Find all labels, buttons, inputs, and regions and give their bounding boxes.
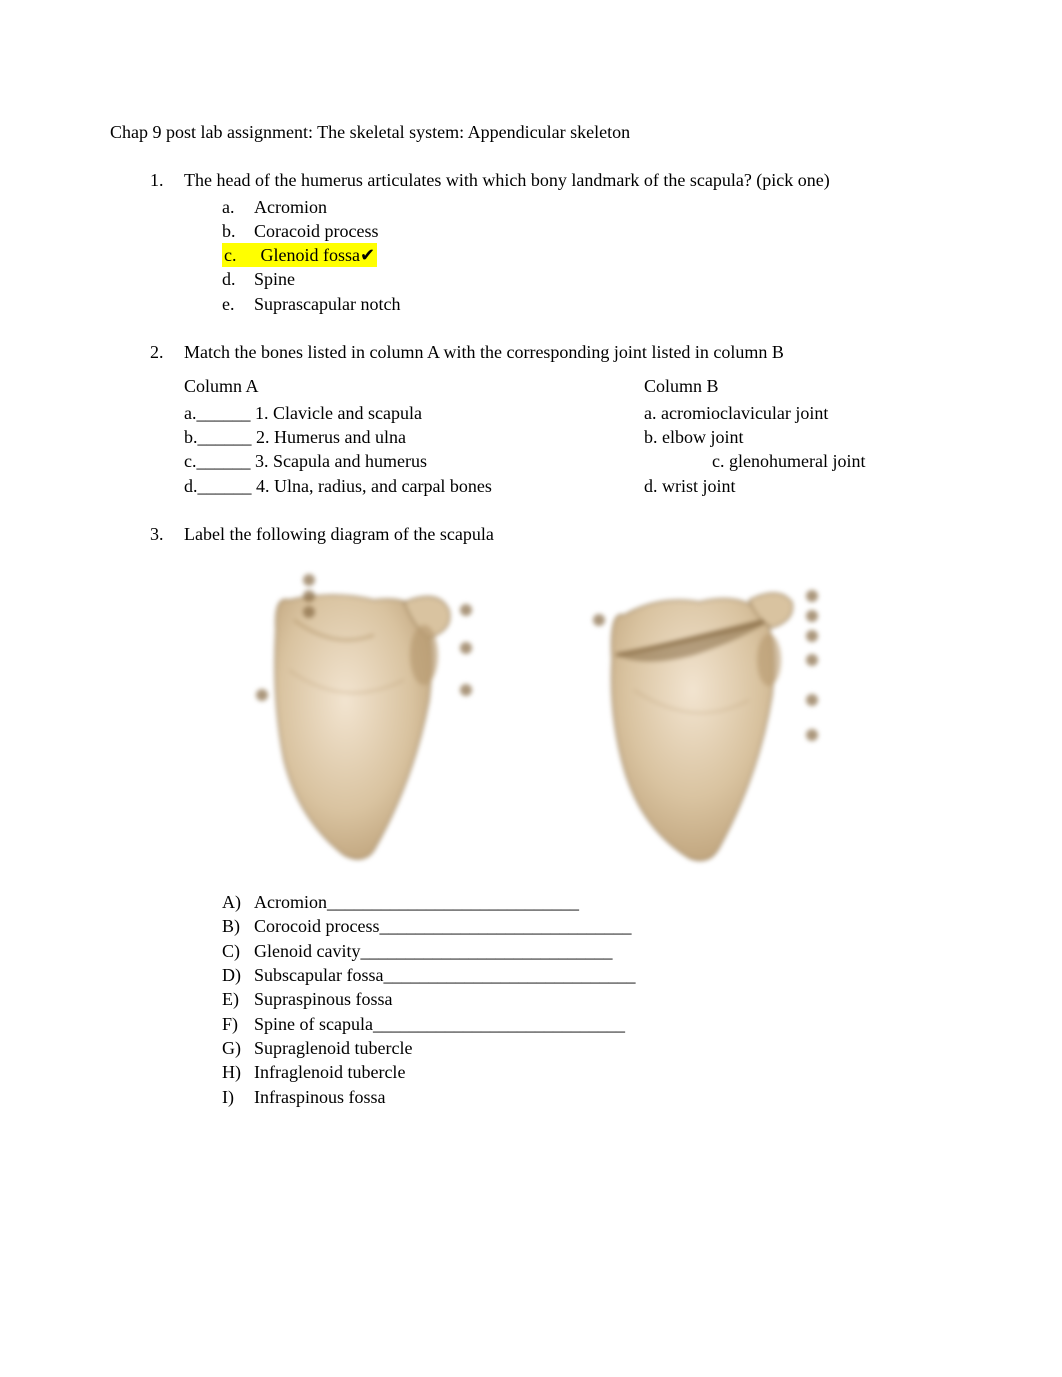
match-row-2: b.______ 2. Humerus and ulna b. elbow jo… <box>184 425 952 449</box>
option-letter: b. <box>222 219 254 243</box>
answer-i: I) Infraspinous fossa <box>222 1085 952 1109</box>
q3-number: 3. <box>150 522 184 546</box>
answer-letter: H) <box>222 1060 254 1084</box>
match-prefix: b.______ <box>184 425 256 449</box>
answer-c: C) Glenoid cavity_______________________… <box>222 939 952 963</box>
answer-letter: A) <box>222 890 254 914</box>
option-text: Acromion <box>254 195 952 219</box>
match-left-text: 1. Clavicle and scapula <box>255 401 422 425</box>
q3-text: Label the following diagram of the scapu… <box>184 522 952 546</box>
answer-letter: F) <box>222 1012 254 1036</box>
q1-option-b: b. Coracoid process <box>222 219 952 243</box>
option-letter: a. <box>222 195 254 219</box>
scapula-anterior-image <box>214 560 494 870</box>
q2-number: 2. <box>150 340 184 364</box>
match-row-1: a.______ 1. Clavicle and scapula a. acro… <box>184 401 952 425</box>
answer-letter: C) <box>222 939 254 963</box>
answer-text: Infraglenoid tubercle <box>254 1060 952 1084</box>
option-text: Coracoid process <box>254 219 952 243</box>
answer-letter: I) <box>222 1085 254 1109</box>
highlighted-answer: c. Glenoid fossa✔ <box>222 243 377 267</box>
scapula-posterior-image <box>554 560 834 870</box>
q1-options: a. Acromion b. Coracoid process c. Gleno… <box>110 195 952 316</box>
scapula-diagrams <box>110 560 952 870</box>
match-prefix: d.______ <box>184 474 256 498</box>
q1-number: 1. <box>150 168 184 192</box>
question-2: 2. Match the bones listed in column A wi… <box>110 340 952 498</box>
match-row-4: d.______ 4. Ulna, radius, and carpal bon… <box>184 474 952 498</box>
column-b-header: Column B <box>644 374 952 398</box>
match-right-text: c. glenohumeral joint <box>644 449 952 473</box>
option-letter: d. <box>222 267 254 291</box>
answer-letter: D) <box>222 963 254 987</box>
match-prefix: a.______ <box>184 401 255 425</box>
match-prefix: c.______ <box>184 449 255 473</box>
answer-text: Supraspinous fossa <box>254 987 952 1011</box>
answer-text: Acromion____________________________ <box>254 890 952 914</box>
answer-g: G) Supraglenoid tubercle <box>222 1036 952 1060</box>
answer-e: E) Supraspinous fossa <box>222 987 952 1011</box>
option-text: Suprascapular notch <box>254 292 952 316</box>
option-text: Spine <box>254 267 952 291</box>
answer-h: H) Infraglenoid tubercle <box>222 1060 952 1084</box>
option-letter: e. <box>222 292 254 316</box>
page-title: Chap 9 post lab assignment: The skeletal… <box>110 120 952 144</box>
question-3: 3. Label the following diagram of the sc… <box>110 522 952 1109</box>
question-1: 1. The head of the humerus articulates w… <box>110 168 952 316</box>
match-right-text: d. wrist joint <box>644 474 952 498</box>
answer-text: Infraspinous fossa <box>254 1085 952 1109</box>
match-right-text: a. acromioclavicular joint <box>644 401 952 425</box>
option-text: Glenoid fossa <box>261 245 360 265</box>
answer-letter: E) <box>222 987 254 1011</box>
q1-option-e: e. Suprascapular notch <box>222 292 952 316</box>
scapula-anterior-svg <box>214 560 494 870</box>
answer-b: B) Corocoid process_____________________… <box>222 914 952 938</box>
q2-columns: Column A Column B a.______ 1. Clavicle a… <box>110 374 952 497</box>
answer-letter: B) <box>222 914 254 938</box>
answer-text: Glenoid cavity__________________________… <box>254 939 952 963</box>
answer-f: F) Spine of scapula_____________________… <box>222 1012 952 1036</box>
answer-text: Corocoid process________________________… <box>254 914 952 938</box>
checkmark-icon: ✔ <box>360 245 375 265</box>
q3-answer-list: A) Acromion____________________________ … <box>110 890 952 1109</box>
answer-text: Spine of scapula________________________… <box>254 1012 952 1036</box>
q2-text: Match the bones listed in column A with … <box>184 340 952 364</box>
column-a-header: Column A <box>184 374 644 398</box>
option-letter: c. <box>224 243 256 267</box>
answer-a: A) Acromion____________________________ <box>222 890 952 914</box>
q1-option-c: c. Glenoid fossa✔ <box>222 243 952 267</box>
match-left-text: 4. Ulna, radius, and carpal bones <box>256 474 492 498</box>
match-row-3: c.______ 3. Scapula and humerus c. gleno… <box>184 449 952 473</box>
match-left-text: 2. Humerus and ulna <box>256 425 406 449</box>
q1-text: The head of the humerus articulates with… <box>184 168 952 192</box>
q1-option-d: d. Spine <box>222 267 952 291</box>
scapula-posterior-svg <box>554 560 834 870</box>
match-left-text: 3. Scapula and humerus <box>255 449 427 473</box>
answer-letter: G) <box>222 1036 254 1060</box>
answer-text: Supraglenoid tubercle <box>254 1036 952 1060</box>
answer-d: D) Subscapular fossa____________________… <box>222 963 952 987</box>
q1-option-a: a. Acromion <box>222 195 952 219</box>
answer-text: Subscapular fossa_______________________… <box>254 963 952 987</box>
match-right-text: b. elbow joint <box>644 425 952 449</box>
